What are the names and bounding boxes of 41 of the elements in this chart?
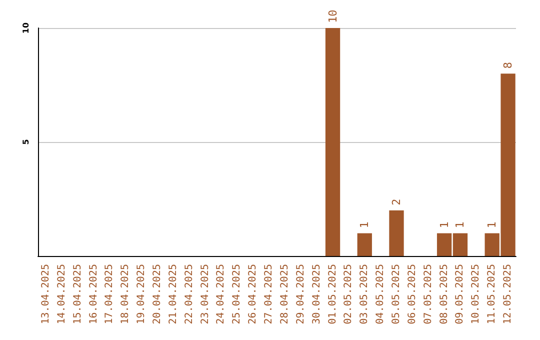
x-tick-label: 06.05.2025 <box>406 264 418 324</box>
x-tick-label: 01.05.2025 <box>327 264 338 324</box>
x-tick-label: 22.04.2025 <box>184 264 195 324</box>
x-tick-label: 02.05.2025 <box>343 264 354 324</box>
x-tick-label: 09.05.2025 <box>454 264 466 324</box>
x-tick-label: 04.05.2025 <box>375 264 386 324</box>
x-tick-label: 24.04.2025 <box>216 264 227 324</box>
data-label: 8 <box>502 62 515 69</box>
x-tick-label: 07.05.2025 <box>422 264 434 324</box>
data-label: 1 <box>454 222 467 228</box>
data-label: 10 <box>326 10 340 23</box>
x-tick-label: 10.05.2025 <box>470 264 482 324</box>
y-tick-label: 5 <box>22 138 30 145</box>
x-tick-label: 29.04.2025 <box>295 264 306 324</box>
x-tick-label: 18.04.2025 <box>120 264 132 324</box>
x-tick-label: 19.04.2025 <box>136 264 148 324</box>
x-tick-label: 14.04.2025 <box>56 264 68 324</box>
x-tick-label: 25.04.2025 <box>232 264 243 324</box>
x-tick-label: 13.04.2025 <box>40 264 52 324</box>
bar <box>325 28 340 256</box>
data-label: 2 <box>390 198 403 206</box>
x-tick-label: 15.04.2025 <box>72 264 84 324</box>
data-label: 1 <box>358 222 372 228</box>
data-label: 1 <box>438 222 451 228</box>
x-tick-label: 12.05.2025 <box>502 264 514 324</box>
x-tick-label: 26.04.2025 <box>248 264 259 324</box>
x-tick-label: 11.05.2025 <box>486 264 498 324</box>
x-tick-label: 21.04.2025 <box>168 264 179 324</box>
data-label: 1 <box>486 222 499 228</box>
x-tick-label: 27.04.2025 <box>264 264 275 324</box>
x-tick-label: 23.04.2025 <box>200 264 211 324</box>
x-tick-label: 20.04.2025 <box>152 264 163 324</box>
x-tick-label: 17.04.2025 <box>104 264 116 324</box>
x-tick-label: 03.05.2025 <box>359 264 370 324</box>
x-tick-label: 08.05.2025 <box>438 264 450 324</box>
x-tick-label: 16.04.2025 <box>88 264 100 324</box>
x-tick-label: 05.05.2025 <box>391 264 402 324</box>
bar <box>389 210 404 256</box>
bar <box>357 233 372 256</box>
x-tick-label: 30.04.2025 <box>311 264 322 324</box>
x-tick-label: 28.04.2025 <box>279 264 290 324</box>
